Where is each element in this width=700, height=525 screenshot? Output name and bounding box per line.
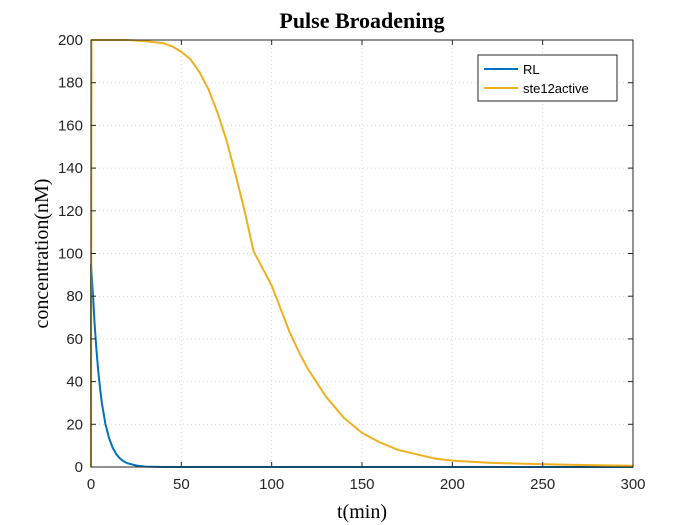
series-line-ste12active xyxy=(90,39,634,468)
x-tick-label: 250 xyxy=(530,476,555,493)
grid-lines xyxy=(91,40,633,467)
axis-ticks: 0 50 100 150 200 250 300 0 20 40 60 80 100 120 140 160 1… xyxy=(58,32,646,493)
x-tick-label: 100 xyxy=(259,476,284,493)
y-tick-label: 0 xyxy=(75,459,83,476)
y-tick-label: 60 xyxy=(66,331,83,348)
y-axis-label: concentration(nM) xyxy=(31,179,53,329)
legend: RL ste12active xyxy=(477,54,618,102)
x-tick-label: 0 xyxy=(87,476,95,493)
y-tick-label: 80 xyxy=(66,288,83,305)
x-tick-label: 150 xyxy=(349,476,374,493)
y-tick-label: 200 xyxy=(58,32,83,49)
x-tick-label: 300 xyxy=(620,476,645,493)
x-tick-label: 200 xyxy=(440,476,465,493)
y-tick-label: 160 xyxy=(58,117,83,134)
x-axis-label: t(min) xyxy=(337,501,387,523)
chart-title: Pulse Broadening xyxy=(279,8,444,33)
y-tick-label: 120 xyxy=(58,203,83,220)
legend-entry-label: ste12active xyxy=(523,81,589,96)
legend-entry-label: RL xyxy=(523,62,540,77)
legend-box xyxy=(477,54,618,102)
y-tick-label: 140 xyxy=(58,160,83,177)
y-tick-label: 20 xyxy=(66,416,83,433)
y-tick-label: 40 xyxy=(66,374,83,391)
y-tick-label: 180 xyxy=(58,75,83,92)
y-tick-label: 100 xyxy=(58,246,83,263)
x-tick-label: 50 xyxy=(173,476,190,493)
